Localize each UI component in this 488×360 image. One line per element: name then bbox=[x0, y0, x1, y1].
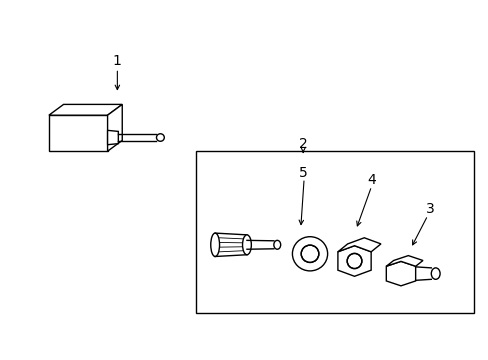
Polygon shape bbox=[49, 115, 107, 151]
Text: 1: 1 bbox=[113, 54, 122, 68]
Ellipse shape bbox=[430, 268, 439, 279]
Polygon shape bbox=[337, 238, 380, 252]
Polygon shape bbox=[107, 130, 118, 145]
Bar bbox=[195, 151, 473, 313]
Polygon shape bbox=[49, 104, 122, 115]
Polygon shape bbox=[386, 261, 415, 286]
Ellipse shape bbox=[210, 233, 219, 256]
Ellipse shape bbox=[292, 237, 327, 271]
Polygon shape bbox=[337, 246, 370, 276]
Ellipse shape bbox=[242, 235, 251, 255]
Polygon shape bbox=[107, 104, 122, 151]
Ellipse shape bbox=[273, 240, 280, 249]
Text: 5: 5 bbox=[298, 166, 307, 180]
Text: 2: 2 bbox=[298, 137, 307, 151]
Text: 4: 4 bbox=[366, 173, 375, 187]
Ellipse shape bbox=[301, 245, 318, 262]
Polygon shape bbox=[386, 256, 422, 266]
Text: 3: 3 bbox=[425, 202, 434, 216]
Ellipse shape bbox=[156, 134, 164, 141]
Ellipse shape bbox=[346, 253, 361, 269]
